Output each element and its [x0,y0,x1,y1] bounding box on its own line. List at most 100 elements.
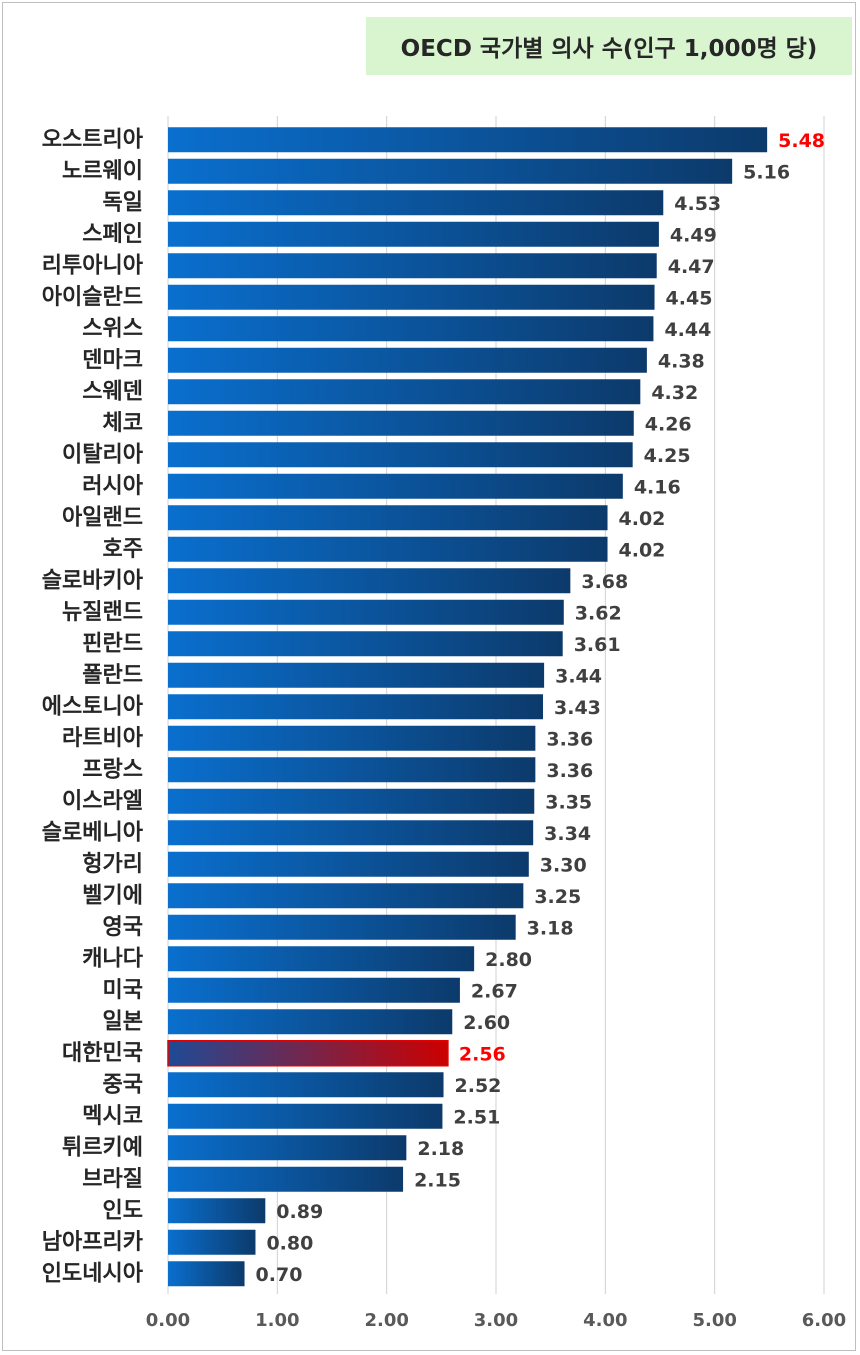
value-label: 0.70 [256,1264,303,1286]
bar [168,379,641,405]
category-label: 슬로베니아 [42,820,144,845]
bar [168,599,564,625]
bar [168,694,544,720]
value-label: 4.02 [619,508,666,530]
value-label: 0.89 [276,1201,323,1223]
bar [168,1261,245,1287]
bar [168,505,608,531]
value-label: 3.25 [534,886,581,908]
category-label: 호주 [103,537,143,562]
bar [168,883,524,909]
bar [168,568,571,594]
value-label: 4.32 [651,382,698,404]
category-label: 튀르키예 [62,1135,143,1160]
value-label: 4.38 [658,350,705,372]
chart-title: OECD 국가별 의사 수(인구 1,000명 당) [366,17,852,75]
value-label: 4.02 [619,539,666,561]
x-tick-label: 1.00 [255,1310,299,1331]
bar [168,284,655,310]
x-tick-label: 3.00 [474,1310,518,1331]
value-label: 2.51 [453,1106,500,1128]
x-tick-label: 6.00 [802,1310,846,1331]
bar [168,757,536,783]
bar [168,631,563,657]
value-label: 2.18 [417,1138,464,1160]
bar [168,127,768,153]
category-label: 오스트리아 [42,127,144,152]
bar [168,725,536,751]
bar [168,536,608,562]
category-label: 헝가리 [82,852,143,877]
value-label: 3.68 [581,571,628,593]
value-label: 5.48 [778,130,825,152]
category-label: 인도 [103,1198,143,1223]
category-label: 스웨덴 [82,379,143,404]
bar [168,410,634,436]
category-label: 이탈리아 [62,442,144,467]
x-tick-label: 5.00 [692,1310,736,1331]
value-label: 2.80 [485,949,532,971]
x-tick-label: 4.00 [583,1310,627,1331]
value-label: 4.25 [644,445,691,467]
value-label: 0.80 [266,1232,313,1254]
bar [168,1135,407,1161]
category-label: 프랑스 [82,757,143,782]
category-label: 폴란드 [82,663,143,688]
category-label: 캐나다 [82,946,143,971]
value-label: 3.43 [554,697,601,719]
category-label: 슬로바키아 [42,568,144,593]
category-label: 라트비아 [62,726,144,751]
bar [167,1040,449,1067]
category-label: 멕시코 [82,1104,143,1129]
category-label: 아이슬란드 [42,285,143,310]
value-labels: 5.48 5.16 4.53 4.49 4.47 4.45 4.44 4.38 4.32 4.26… [256,130,826,1286]
category-label: 스페인 [82,222,143,247]
category-label: 인도네시아 [42,1261,144,1286]
bars [167,127,768,1287]
category-label: 이스라엘 [62,789,143,814]
bar [168,851,529,877]
bar [168,190,664,216]
value-label: 2.52 [455,1075,502,1097]
value-label: 2.60 [463,1012,510,1034]
bar [168,1103,443,1129]
value-label: 3.44 [555,665,602,687]
category-label: 에스토니아 [42,694,144,719]
value-label: 3.62 [575,602,622,624]
category-label: 남아프리카 [42,1230,143,1255]
category-label: 러시아 [82,474,143,499]
bar [168,221,659,247]
value-label: 4.47 [668,256,715,278]
value-label: 5.16 [743,161,790,183]
value-label: 4.16 [634,476,681,498]
category-label: 미국 [103,978,143,1003]
category-labels: 오스트리아노르웨이독일스페인리투아니아아이슬란드스위스덴마크스웨덴체코이탈리아러… [42,127,144,1286]
value-label: 4.53 [674,193,721,215]
bar [168,473,623,499]
value-label: 3.35 [545,791,592,813]
value-label: 3.34 [544,823,591,845]
value-label: 4.45 [666,287,713,309]
x-tick-label: 0.00 [146,1310,190,1331]
bar [168,1166,404,1192]
category-label: 스위스 [82,316,143,341]
value-label: 4.44 [664,319,711,341]
x-tick-label: 2.00 [364,1310,408,1331]
bar [168,253,657,279]
value-label: 2.67 [471,980,518,1002]
bar [168,158,733,184]
x-axis-ticks: 0.00 1.00 2.00 3.00 4.00 5.00 6.00 [146,1310,846,1331]
bar [168,914,516,940]
category-label: 브라질 [82,1167,143,1192]
value-label: 3.18 [527,917,574,939]
value-label: 3.36 [546,728,593,750]
category-label: 핀란드 [82,631,143,656]
bar [168,1072,444,1098]
value-label: 2.56 [459,1043,506,1065]
bar [168,820,534,846]
category-label: 리투아니아 [42,253,144,278]
bar [168,442,633,468]
bar [168,788,535,814]
value-label: 4.26 [645,413,692,435]
category-label: 벨기에 [82,883,143,908]
